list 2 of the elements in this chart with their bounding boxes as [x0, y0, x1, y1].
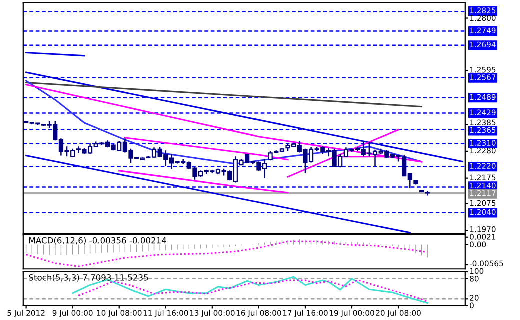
chart-title: Stoch(5,3,3) 7.7093 11.5235	[29, 274, 148, 282]
chart-title: MACD(6,12,6) -0.00356 -0.00214	[30, 237, 166, 245]
